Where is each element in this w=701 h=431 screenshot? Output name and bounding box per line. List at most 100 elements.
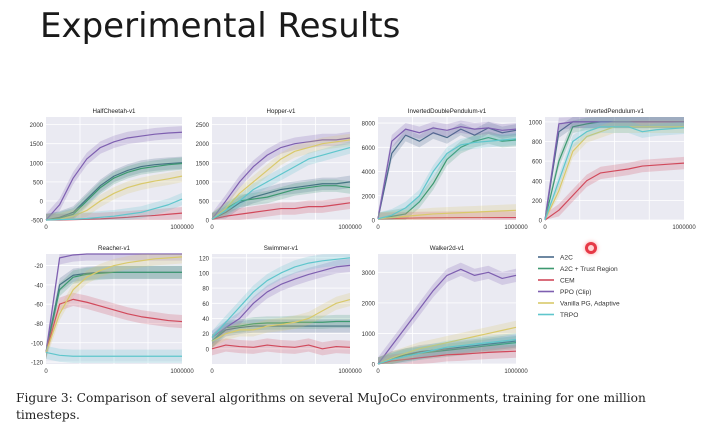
chart-panel: 8000 6000 4000 2000 00 1000000 InvertedDoubleP…	[362, 108, 529, 231]
series-line	[211, 344, 351, 350]
series-line	[45, 298, 183, 353]
y-tick-label: 200	[532, 199, 543, 205]
series-line	[544, 126, 685, 221]
y-tick-label: -60	[34, 303, 43, 309]
series-band	[212, 314, 350, 348]
x-tick-label: 1000000	[338, 369, 362, 375]
y-tick-label: 2000	[362, 194, 376, 200]
series-line	[45, 175, 183, 221]
y-tick-label: 120	[199, 256, 210, 262]
x-tick-label: 0	[210, 369, 214, 375]
series-line	[45, 271, 182, 353]
y-tick-label: -40	[34, 283, 43, 289]
legend: A2C A2C + Trust Region CEM PPO (Clip) Vanill…	[538, 255, 620, 319]
series-line	[45, 162, 183, 221]
series-band	[545, 120, 684, 220]
chart-title: Swimmer-v1	[264, 245, 299, 252]
series-line	[377, 209, 517, 220]
y-tick-label: 600	[532, 160, 543, 166]
series-line	[377, 338, 517, 365]
slide-title: Experimental Results	[40, 6, 401, 46]
legend-label: A2C	[560, 255, 573, 262]
series-line	[211, 298, 351, 342]
y-tick-label: 60	[202, 302, 209, 308]
chart-title: Hopper-v1	[267, 108, 296, 115]
chart-title: HalfCheetah-v1	[93, 108, 137, 115]
x-tick-label: 1000000	[170, 369, 194, 375]
x-tick-label: 0	[44, 369, 48, 375]
y-tick-label: 0	[206, 219, 210, 225]
y-tick-label: 500	[199, 199, 210, 205]
y-tick-label: 1500	[196, 161, 210, 167]
series-line	[377, 326, 517, 365]
series-line	[45, 131, 183, 221]
series-line	[544, 121, 684, 221]
legend-label: Vanilla PG, Adaptive	[560, 301, 620, 308]
series-band	[212, 141, 350, 220]
chart-panel: 1000 800 600 400 200 00 1000000 InvertedPendulu…	[529, 108, 697, 231]
series-band	[378, 132, 516, 220]
x-tick-label: 0	[376, 225, 380, 231]
y-tick-label: -80	[34, 322, 43, 328]
chart-panel: 120 100 80 60 40 20 0 0 1000000 Swimmer-v1	[199, 245, 362, 375]
series-band	[46, 265, 182, 360]
x-tick-label: 1000000	[338, 225, 362, 231]
series-line	[377, 137, 517, 220]
series-line	[377, 350, 517, 365]
y-tick-label: -20	[34, 264, 43, 270]
series-line	[211, 325, 350, 342]
series-band	[545, 156, 684, 220]
series-line	[211, 137, 351, 220]
x-tick-label: 0	[210, 225, 214, 231]
y-tick-label: 8000	[362, 122, 376, 128]
series-line	[377, 342, 517, 365]
series-line	[211, 320, 350, 342]
y-tick-label: 20	[202, 332, 209, 338]
series-band	[545, 120, 684, 220]
y-tick-label: 100	[199, 271, 210, 277]
series-line	[211, 202, 351, 220]
series-band	[378, 332, 516, 364]
y-tick-label: 80	[202, 287, 209, 293]
chart-title: Reacher-v1	[98, 245, 131, 252]
y-tick-label: 1000	[196, 180, 210, 186]
y-tick-label: 0	[372, 219, 376, 225]
y-tick-label: 800	[532, 140, 543, 146]
series-band	[212, 131, 350, 220]
series-line	[211, 139, 351, 220]
y-tick-label: 1000	[30, 161, 44, 167]
series-band	[46, 292, 182, 360]
series-line	[45, 253, 182, 353]
series-line	[377, 127, 517, 219]
series-line	[544, 162, 685, 221]
y-tick-label: 500	[33, 180, 44, 186]
y-tick-label: 0	[539, 219, 543, 225]
series-band	[212, 292, 350, 348]
series-band	[46, 156, 182, 220]
series-line	[211, 264, 351, 338]
y-tick-label: 3000	[362, 271, 376, 277]
series-band	[212, 254, 350, 345]
series-band	[212, 179, 350, 220]
series-line	[377, 126, 517, 219]
series-line	[211, 181, 351, 220]
series-band	[46, 345, 182, 363]
series-line	[211, 146, 351, 220]
chart-title: Walker2d-v1	[430, 245, 465, 252]
y-tick-label: 0	[206, 347, 210, 353]
series-band	[378, 262, 516, 364]
y-tick-label: 1000	[529, 120, 543, 126]
y-tick-label: 2000	[30, 123, 44, 129]
y-tick-label: -500	[31, 219, 44, 225]
y-tick-label: 1500	[30, 142, 44, 148]
series-band	[46, 126, 182, 220]
series-line	[45, 256, 183, 353]
y-tick-label: 6000	[362, 146, 376, 152]
y-tick-label: 400	[532, 179, 543, 185]
y-tick-label: 4000	[362, 170, 376, 176]
y-tick-label: 0	[372, 363, 376, 369]
x-tick-label: 0	[543, 225, 547, 231]
